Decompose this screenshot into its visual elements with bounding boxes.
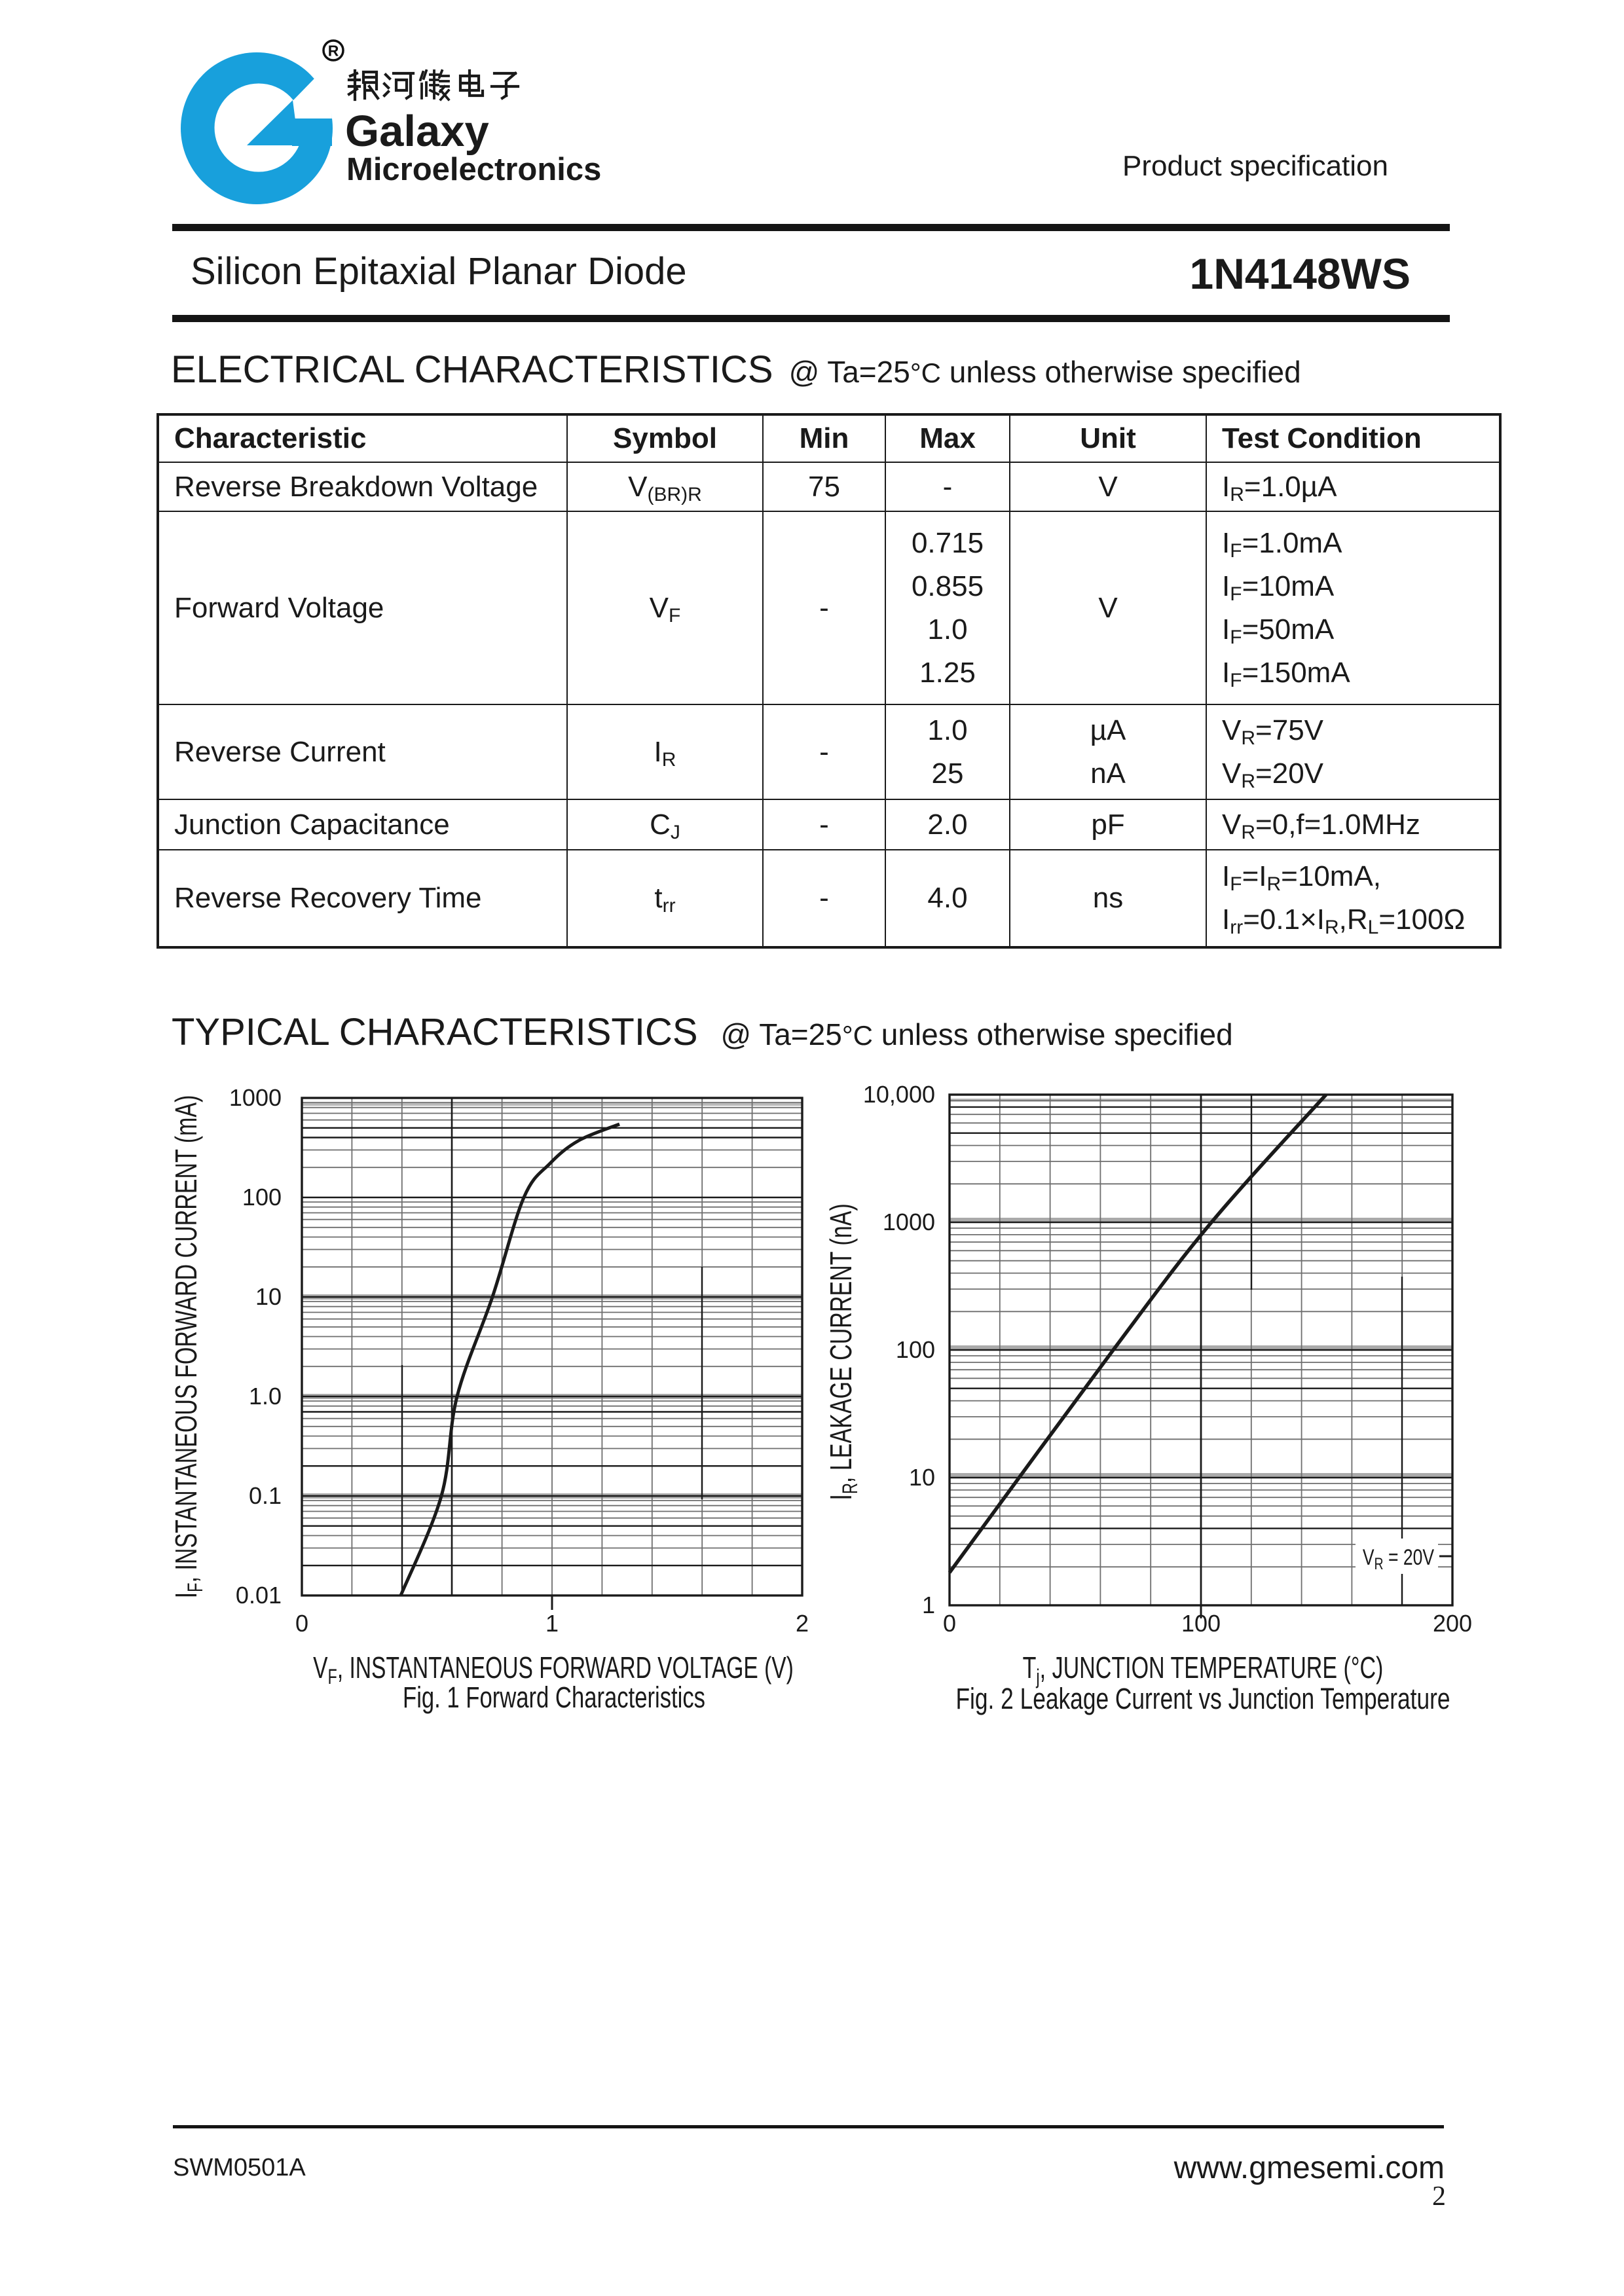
svg-text:10: 10 (909, 1464, 935, 1491)
svg-text:1000: 1000 (883, 1209, 935, 1235)
svg-text:200: 200 (1433, 1610, 1472, 1637)
svg-text:0.1: 0.1 (249, 1482, 282, 1509)
svg-text:Fig. 2 Leakage Current vs Jun: Fig. 2 Leakage Current vs Junction Tempe… (955, 1682, 1450, 1715)
svg-text:10: 10 (255, 1283, 282, 1310)
svg-text:IF, INSTANTANEOUS FORWARD CURR: IF, INSTANTANEOUS FORWARD CURRENT (mA) (169, 1095, 207, 1599)
svg-text:1.0: 1.0 (249, 1383, 282, 1410)
svg-text:R: R (328, 43, 339, 60)
svg-text:IR, LEAKAGE CURRENT (nA): IR, LEAKAGE CURRENT (nA) (824, 1203, 862, 1500)
svg-text:1: 1 (922, 1592, 935, 1618)
svg-text:0: 0 (943, 1610, 956, 1637)
svg-text:0.01: 0.01 (236, 1582, 282, 1609)
svg-text:10,000: 10,000 (863, 1081, 935, 1108)
svg-text:VF, INSTANTANEOUS FORWARD VOLT: VF, INSTANTANEOUS FORWARD VOLTAGE (V) (313, 1651, 794, 1688)
svg-text:100: 100 (896, 1336, 935, 1363)
svg-text:100: 100 (1181, 1610, 1221, 1637)
svg-text:1000: 1000 (229, 1084, 282, 1111)
svg-text:VR = 20V: VR = 20V (1363, 1545, 1435, 1573)
svg-text:2: 2 (796, 1610, 809, 1637)
svg-text:100: 100 (242, 1184, 282, 1211)
svg-text:1: 1 (545, 1610, 559, 1637)
svg-text:Tj, JUNCTION TEMPERATURE (°C): Tj, JUNCTION TEMPERATURE (°C) (1023, 1650, 1384, 1688)
svg-text:0: 0 (295, 1610, 308, 1637)
svg-text:Fig. 1 Forward Characteristic: Fig. 1 Forward Characteristics (403, 1681, 705, 1714)
